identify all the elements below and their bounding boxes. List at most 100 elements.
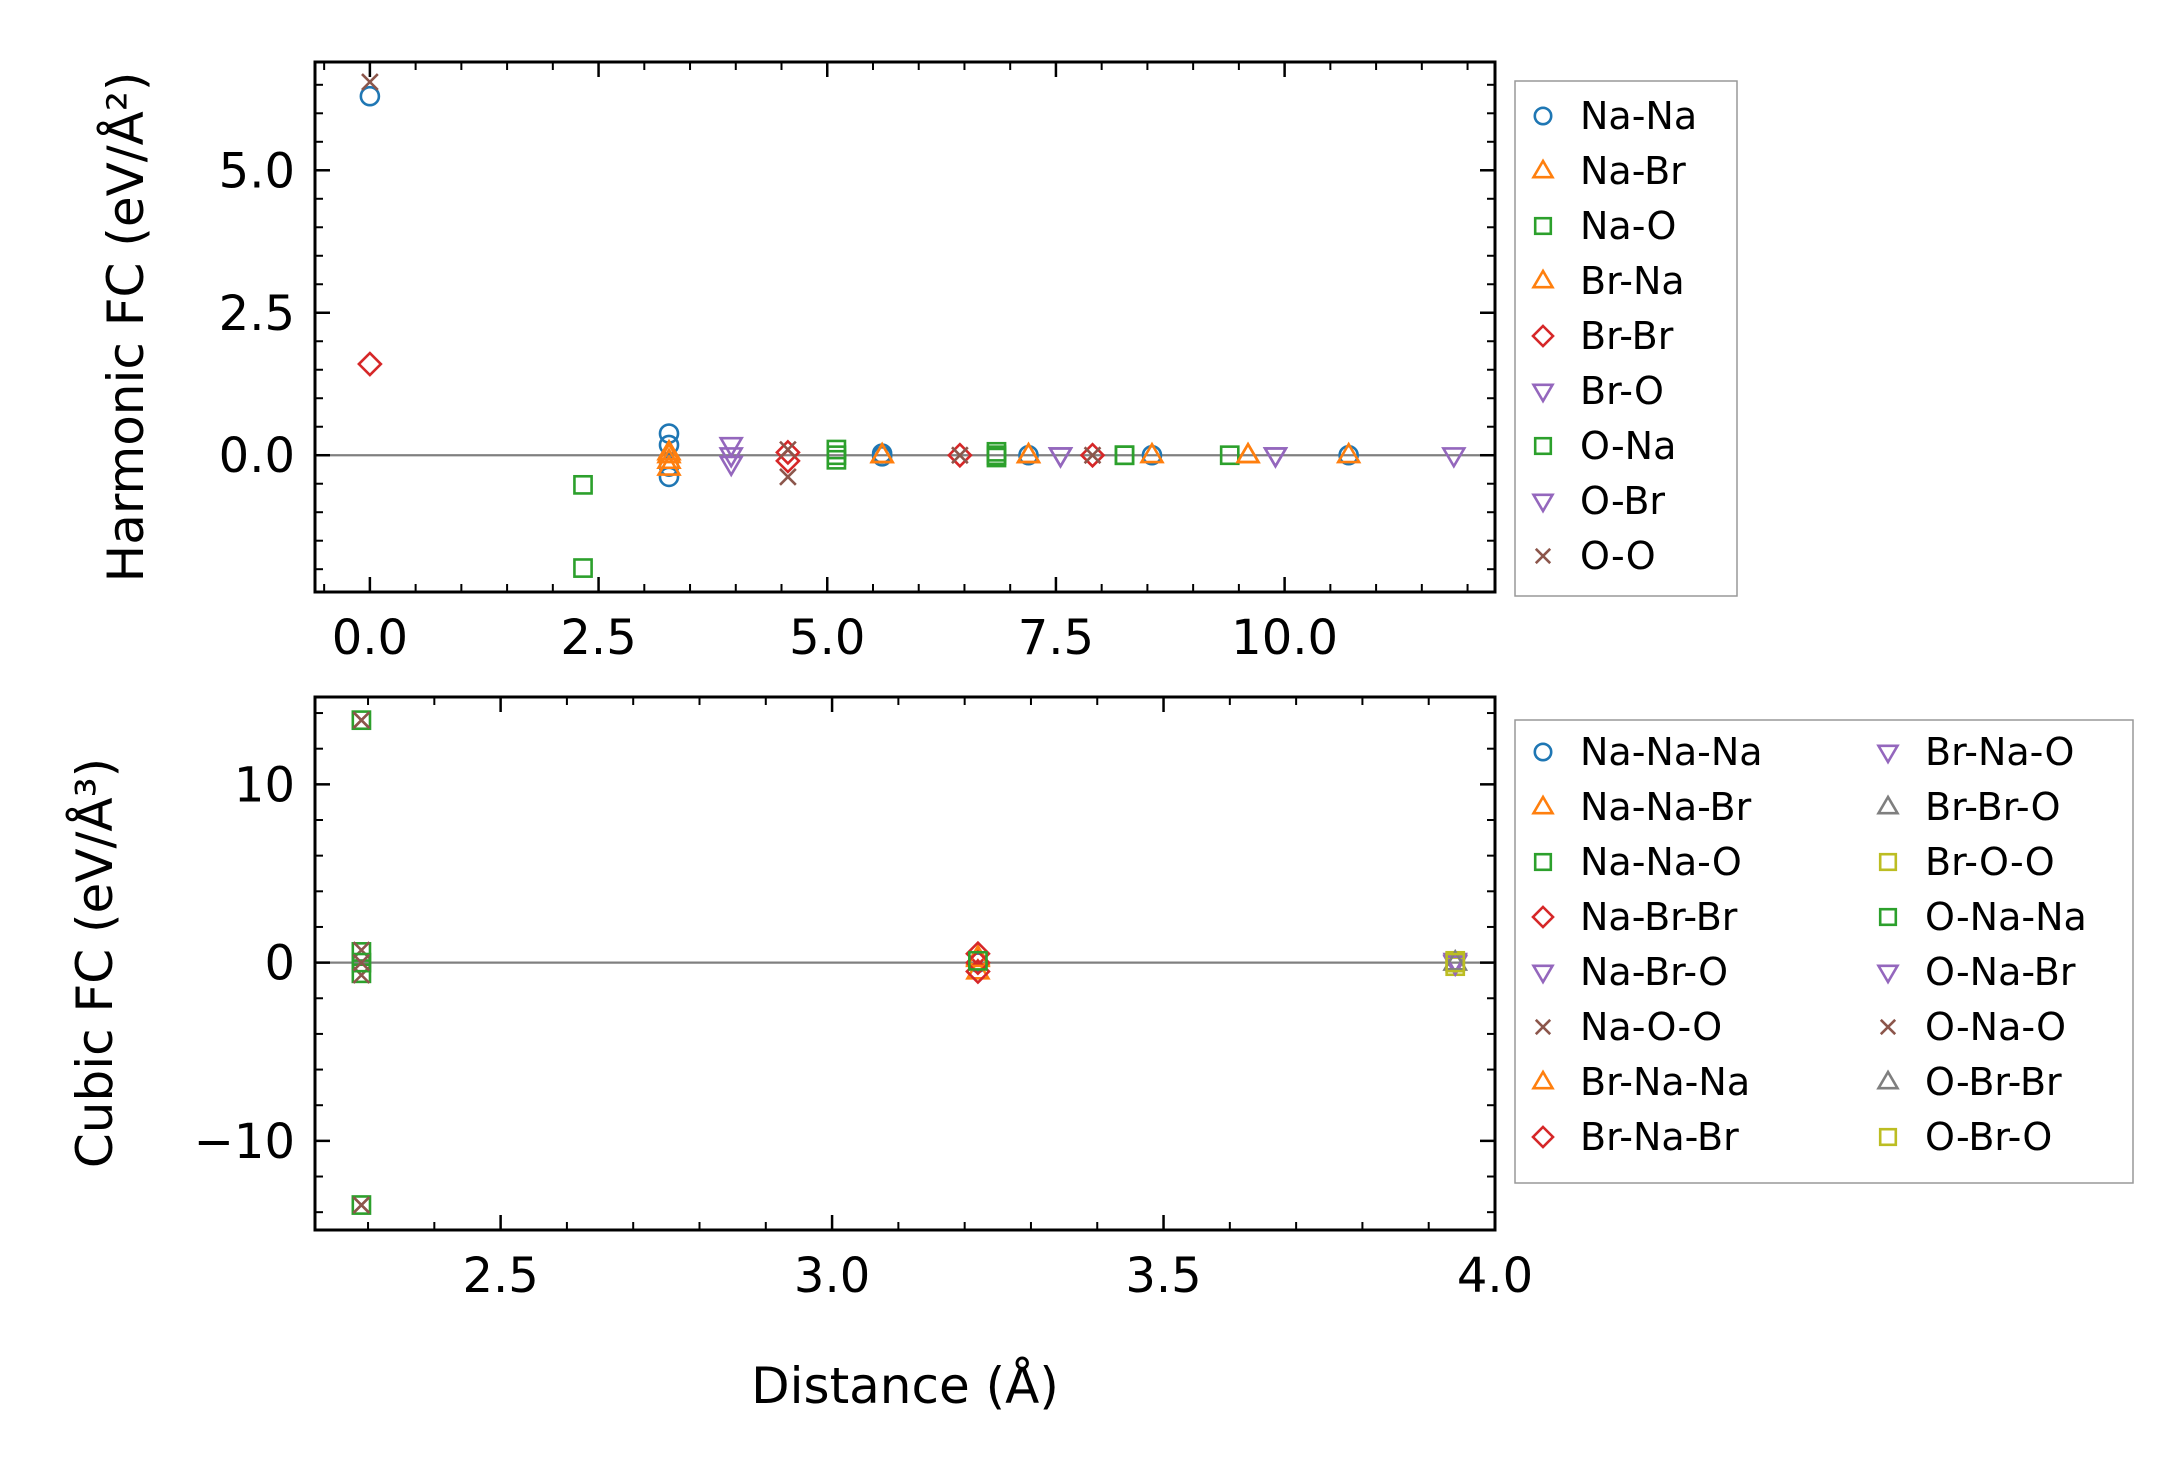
point-na-br [656, 447, 682, 470]
legend-label: Na-Na [1580, 94, 1697, 138]
point-br-na [1235, 441, 1261, 464]
point-na-na-o [351, 1195, 372, 1215]
series-o-na-na [351, 950, 988, 973]
cubic-panel: 2.5 3.0 3.5 4.0 −10 0 10 Cubic FC (eV/Å³) Dist… [66, 695, 2134, 1415]
legend-label: O-Na-Br [1925, 950, 2076, 994]
series-na-na [359, 85, 1359, 488]
point-o-na-o [352, 711, 371, 730]
legend-label: Na-Na-Br [1580, 785, 1752, 829]
x-tick-label: 7.5 [1018, 610, 1094, 666]
point-na-o [1219, 445, 1240, 466]
legend-entry: Br-Br-O [1876, 785, 2061, 829]
legend-label: O-Na [1580, 424, 1676, 468]
legend-label: Na-Na-Na [1580, 730, 1763, 774]
point-br-br [357, 351, 383, 377]
point-br-na [869, 441, 895, 464]
legend-entry: O-Na [1533, 424, 1676, 468]
legend-entry: O-Br-Br [1876, 1060, 2062, 1104]
legend-entry: Na-Na [1533, 94, 1697, 138]
legend-marker-na-br-br [1531, 905, 1555, 929]
series-o-br [718, 447, 1289, 469]
legend-entry: Na-Na-Br [1531, 785, 1752, 829]
x-tick-label: 10.0 [1231, 610, 1338, 666]
legend-marker-o-na-br [1876, 964, 1900, 985]
legend-marker-na-na [1533, 106, 1553, 126]
series-o-o [361, 73, 1102, 486]
legend-marker-br-o [1531, 383, 1555, 404]
legend-marker-br-na-br [1531, 1125, 1555, 1149]
legend-marker-o-na [1533, 436, 1553, 456]
point-br-o [718, 436, 744, 459]
point-na-na-o [351, 942, 372, 962]
point-na-o [573, 558, 593, 578]
legend-marker-br-br [1531, 324, 1555, 348]
point-na-na-o [351, 963, 372, 984]
legend-label: O-Br-Br [1925, 1060, 2062, 1104]
legend-label: Br-O [1580, 369, 1664, 413]
x-tick-label: 3.0 [794, 1248, 870, 1304]
point-o-br-br [1442, 949, 1468, 971]
legend-label: Na-O-O [1580, 1005, 1722, 1049]
point-o-br [1262, 447, 1289, 469]
legend-label: Br-Na-Na [1580, 1060, 1750, 1104]
y-tick-label: −10 [194, 1114, 295, 1170]
legend-label: Na-Br-O [1580, 950, 1728, 994]
point-na-na-o [351, 710, 372, 731]
legend-label: Br-Br-O [1925, 785, 2061, 829]
legend-marker-na-br-o [1531, 964, 1555, 985]
point-na-o [826, 449, 847, 470]
legend-marker-o-o [1534, 547, 1552, 565]
point-o-o [361, 73, 379, 91]
legend-label: Na-O [1580, 204, 1676, 248]
point-br-o [1047, 447, 1074, 469]
point-o-na [986, 445, 1007, 466]
point-na-br [656, 454, 682, 476]
legend-entry: Na-Na-O [1533, 840, 1742, 884]
legend-label: Br-Br [1580, 314, 1674, 358]
legend-label: Na-Na-O [1580, 840, 1742, 884]
legend-marker-na-br [1531, 158, 1555, 179]
legend-label: Br-Na-O [1925, 730, 2074, 774]
legend-label: Na-Br [1580, 149, 1686, 193]
series-o-na-br [1442, 955, 1468, 978]
legend-entry: O-Na-Na [1878, 895, 2087, 939]
legend-entry: O-Na-Br [1876, 950, 2076, 994]
legend-marker-o-na-o [1879, 1018, 1897, 1036]
legend-entry: Br-Na-Br [1531, 1115, 1739, 1159]
harmonic-panel: 0.0 2.5 5.0 7.5 10.0 0.0 2.5 5.0 Harmonic FC (e… [97, 60, 1738, 666]
legend-marker-br-na-o [1876, 744, 1900, 765]
point-o-na-o [352, 1196, 371, 1214]
point-br-br [775, 448, 801, 474]
legend-marker-br-na-na [1531, 1069, 1555, 1090]
point-na-o [573, 474, 593, 495]
harmonic-axes-frame [313, 60, 1497, 594]
series-na-br [656, 438, 1362, 476]
legend-label: Br-Na-Br [1580, 1115, 1739, 1159]
point-br-o [1262, 447, 1289, 469]
legend-marker-na-na-o [1533, 852, 1553, 872]
series-na-na-o [351, 710, 372, 1215]
point-o-br [718, 447, 744, 469]
legend-entry: Na-Br-O [1531, 950, 1728, 994]
legend-entry: Br-O [1531, 369, 1664, 413]
legend-marker-br-br-o [1876, 794, 1900, 815]
point-br-br [1079, 442, 1106, 469]
x-tick-label: 5.0 [789, 610, 865, 666]
y-tick-label: 0.0 [219, 428, 295, 484]
legend-entry: Br-O-O [1878, 840, 2055, 884]
legend-entry: Na-Br-Br [1531, 895, 1738, 939]
cubic-legend-box [1514, 719, 2134, 1184]
legend-entry: O-Na-O [1879, 1005, 2066, 1049]
legend-entry: Na-O [1533, 204, 1676, 248]
cubic-legend: Na-Na-Na Na-Na-Br Na-Na-O Na-Br-Br Na-Br-O Na… [1514, 719, 2134, 1184]
legend-label: Br-O-O [1925, 840, 2055, 884]
legend-entry: Br-Na [1531, 259, 1685, 303]
legend-marker-br-o-o [1878, 852, 1898, 872]
x-tick-label: 2.5 [560, 610, 636, 666]
point-br-na [656, 441, 682, 464]
legend-label: O-Br-O [1925, 1115, 2052, 1159]
legend-entry: O-Br [1531, 479, 1665, 523]
point-br-o [718, 455, 744, 478]
point-br-na [1015, 441, 1042, 464]
legend-label: O-Na-O [1925, 1005, 2066, 1049]
